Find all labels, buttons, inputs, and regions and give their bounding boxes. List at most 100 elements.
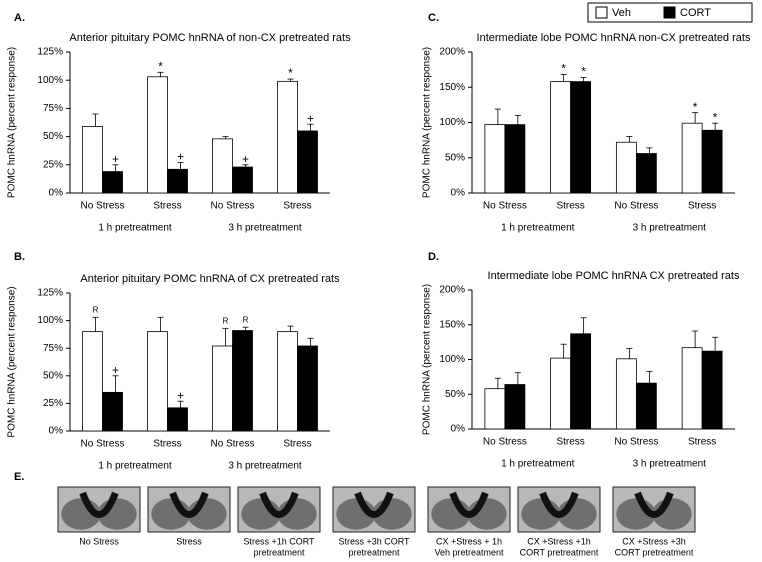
- y-tick-label: 50%: [445, 389, 465, 400]
- lobe: [79, 491, 119, 518]
- bar: [232, 330, 253, 432]
- bar: [102, 391, 123, 432]
- y-tick-label: 125%: [37, 288, 63, 299]
- y-tick-label: 125%: [37, 47, 63, 58]
- axis-title: POMC hnRNA (percent response): [7, 286, 18, 437]
- lobe: [354, 491, 394, 518]
- bar: [232, 166, 253, 194]
- bar: [102, 171, 123, 194]
- bar: [82, 331, 103, 432]
- y-tick-label: 200%: [439, 285, 465, 296]
- y-tick-label: 50%: [43, 131, 63, 142]
- bar: [297, 130, 318, 194]
- panel-label: C.: [428, 12, 439, 24]
- caption: CX +Stress + 1h: [436, 536, 502, 546]
- legend-swatch: [595, 6, 608, 19]
- y-tick-label: 0%: [49, 188, 64, 199]
- y-tick-label: 100%: [439, 354, 465, 365]
- chart-title: Intermediate lobe POMC hnRNA CX pretreat…: [488, 270, 740, 282]
- lobe: [169, 491, 209, 518]
- y-tick-label: 150%: [439, 319, 465, 330]
- legend: Veh CORT: [587, 2, 753, 23]
- y-tick-label: 75%: [43, 103, 63, 114]
- annotation: *: [561, 62, 566, 76]
- y-tick-label: 0%: [451, 188, 466, 199]
- bar: [484, 124, 506, 194]
- lobe: [634, 491, 674, 518]
- annotation: +: [307, 111, 314, 125]
- bar: [484, 388, 506, 430]
- bar: [277, 80, 298, 194]
- x-tick-label: No Stress: [614, 201, 658, 212]
- bar: [504, 384, 526, 430]
- bar: [167, 407, 188, 432]
- x-tick-label: No Stress: [81, 201, 125, 212]
- bar: [701, 129, 723, 194]
- bar: [615, 358, 637, 430]
- bar: [82, 126, 103, 194]
- y-tick-label: 75%: [43, 343, 63, 354]
- bar: [212, 138, 233, 194]
- group-label: 1 h pretreatment: [98, 223, 172, 234]
- bar: [615, 141, 637, 194]
- chart-title: Anterior pituitary POMC hnRNA of non-CX …: [69, 32, 351, 44]
- annotation: +: [242, 152, 249, 166]
- x-tick-label: Stress: [556, 437, 584, 448]
- y-tick-label: 100%: [439, 117, 465, 128]
- bar: [570, 333, 592, 430]
- bar: [297, 345, 318, 432]
- x-tick-label: No Stress: [211, 201, 255, 212]
- bar: [681, 122, 703, 194]
- y-tick-label: 25%: [43, 159, 63, 170]
- y-tick-label: 50%: [43, 370, 63, 381]
- lobe: [259, 491, 299, 518]
- annotation: *: [713, 110, 718, 124]
- y-tick-label: 150%: [439, 82, 465, 93]
- x-tick-label: Stress: [556, 201, 584, 212]
- caption: Stress +1h CORT: [243, 536, 315, 546]
- caption: pretreatment: [348, 547, 400, 557]
- x-tick-label: Stress: [153, 439, 181, 450]
- annotation: +: [177, 388, 184, 402]
- bar: [550, 357, 572, 430]
- bar: [212, 345, 233, 432]
- caption: CX +Stress +3h: [622, 536, 686, 546]
- legend-label: CORT: [680, 7, 711, 19]
- caption: CORT pretreatment: [520, 547, 599, 557]
- x-tick-label: No Stress: [81, 439, 125, 450]
- y-tick-label: 0%: [451, 424, 466, 435]
- panel-label: A.: [14, 12, 25, 24]
- bar: [550, 81, 572, 194]
- annotation: *: [158, 59, 163, 73]
- panel-label: E.: [14, 471, 24, 483]
- group-label: 1 h pretreatment: [501, 459, 575, 470]
- legend-swatch: [663, 6, 676, 19]
- x-tick-label: Stress: [688, 437, 716, 448]
- x-tick-label: Stress: [153, 201, 181, 212]
- x-tick-label: Stress: [283, 439, 311, 450]
- bar: [681, 347, 703, 430]
- annotation: R: [93, 305, 99, 314]
- bar: [147, 76, 168, 194]
- annotation: +: [112, 152, 119, 166]
- axis-title: POMC hnRNA (percent response): [422, 284, 433, 435]
- bar: [147, 331, 168, 432]
- group-label: 3 h pretreatment: [633, 223, 707, 234]
- bar: [277, 331, 298, 432]
- annotation: R: [223, 316, 229, 325]
- y-tick-label: 100%: [37, 75, 63, 86]
- y-tick-label: 200%: [439, 47, 465, 58]
- chart-title: Anterior pituitary POMC hnRNA of CX pret…: [80, 273, 340, 285]
- annotation: *: [288, 66, 293, 80]
- panel-label: B.: [14, 251, 25, 263]
- axis-title: POMC hnRNA (percent response): [7, 47, 18, 198]
- y-tick-label: 0%: [49, 426, 64, 437]
- caption: CORT pretreatment: [615, 547, 694, 557]
- annotation: *: [581, 65, 586, 79]
- legend-label: Veh: [612, 7, 631, 19]
- annotation: R: [243, 315, 249, 324]
- bar: [167, 168, 188, 194]
- panel-label: D.: [428, 251, 439, 263]
- bar: [504, 124, 526, 194]
- caption: pretreatment: [253, 547, 305, 557]
